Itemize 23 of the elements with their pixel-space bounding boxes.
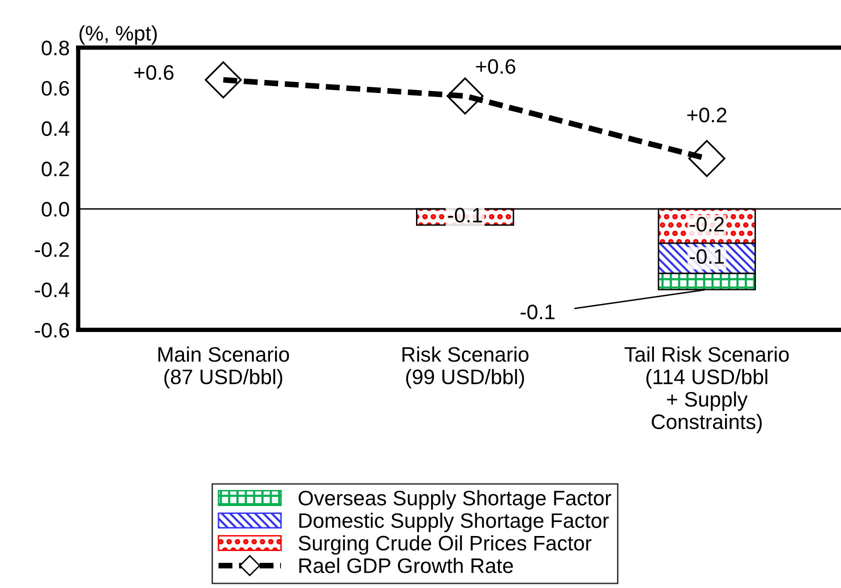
y-tick-label: -0.2 [34, 242, 69, 257]
data-label: -0.1 [448, 208, 482, 223]
data-label: -0.2 [690, 216, 724, 232]
data-label: -0.1 [690, 249, 724, 264]
data-label: -0.1 [520, 304, 555, 320]
y-tick-label: 0.4 [42, 121, 70, 136]
y-tick-label: -0.4 [34, 282, 70, 298]
y-tick-label: 0.8 [42, 40, 69, 56]
x-tick-label: Risk Scenario (99 USD/bbl) [402, 346, 528, 388]
y-tick-label: 0.6 [42, 80, 69, 96]
y-tick-label: -0.6 [34, 322, 69, 338]
legend-label: Domestic Supply Shortage Factor [299, 512, 609, 532]
y-axis-title: (%, %pt) [80, 25, 157, 45]
y-tick-label: 0.0 [42, 202, 70, 217]
data-label: +0.6 [134, 65, 174, 80]
legend-label: Rael GDP Growth Rate [299, 558, 513, 574]
x-tick-label: Tail Risk Scenario (114 USD/bbl + Supply Constraints) [624, 346, 789, 434]
y-tick-label: 0.2 [42, 162, 69, 176]
legend-label: Overseas Supply Shortage Factor [298, 490, 612, 510]
data-label: +0.6 [476, 59, 516, 74]
data-label: +0.2 [687, 108, 726, 122]
legend-label: Surging Crude Oil Prices Factor [298, 535, 592, 555]
x-tick-label: Main Scenario (87 USD/bbl) [158, 346, 289, 388]
